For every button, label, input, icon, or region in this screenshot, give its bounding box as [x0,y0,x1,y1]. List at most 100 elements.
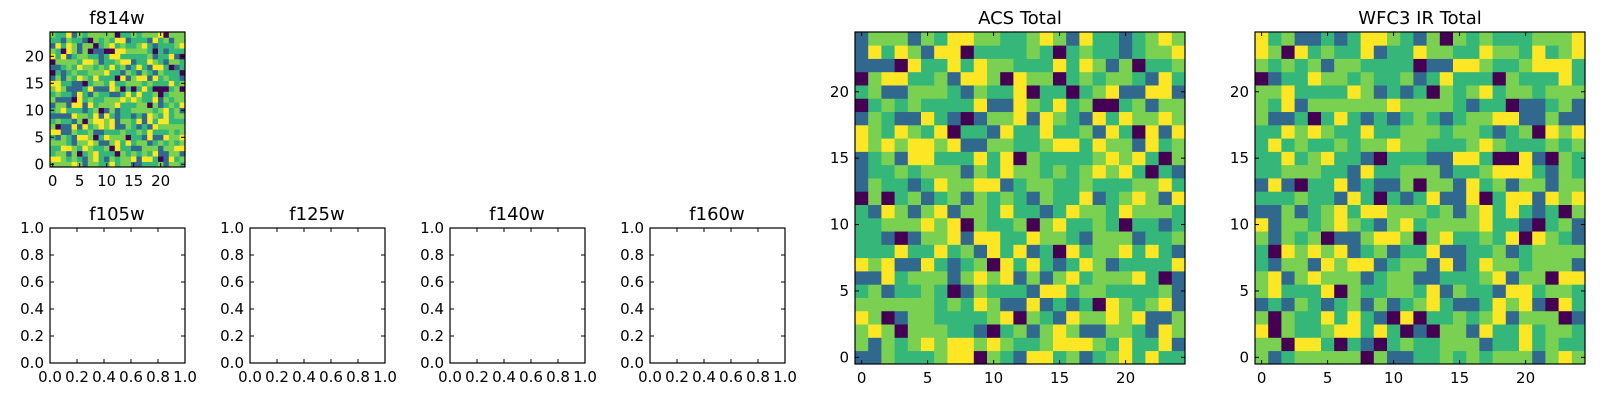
heatmap-cell [1092,271,1107,285]
heatmap-cell [1439,98,1454,113]
y-tick-label: 0.4 [420,300,444,318]
heatmap-cell [1294,45,1309,59]
heatmap-cell [50,145,56,152]
heatmap-cell [174,86,180,92]
heatmap-cell [179,37,186,44]
heatmap-cell [1171,271,1186,285]
heatmap-cell [120,48,126,54]
heatmap-cell [174,102,180,108]
heatmap-cell [1532,284,1546,298]
heatmap-cell [168,59,175,65]
heatmap-cell [868,32,882,46]
heatmap-cell [1571,98,1586,113]
x-tick-label: 5 [1323,369,1333,387]
heatmap-cell [960,310,975,325]
heatmap-cell [136,123,143,130]
heatmap-cell [868,138,882,152]
heatmap-cell [1519,85,1533,99]
heatmap-cell [1453,178,1467,192]
heatmap-cell [947,191,961,205]
heatmap-cell [1505,350,1520,365]
heatmap-cell [163,75,170,81]
heatmap-cell [1558,191,1573,205]
heatmap-cell [77,140,83,146]
heatmap-cell [120,150,126,157]
heatmap-cell [114,161,121,168]
heatmap-cell [1334,111,1348,126]
heatmap-cell [168,91,175,98]
panel-title-f105w: f105w [89,204,144,225]
heatmap-cell [1171,151,1186,166]
heatmap-cell [1158,151,1173,166]
heatmap-cell [1492,138,1507,152]
heatmap-cell [1000,164,1014,179]
heatmap-cell [1519,164,1533,179]
heatmap-cell [1307,284,1322,298]
heatmap-cell [1171,217,1186,232]
x-tick-label: 10 [984,369,1003,387]
heatmap-cell [1171,58,1186,73]
heatmap-cell [1105,178,1120,192]
heatmap-cell [66,156,72,162]
heatmap-cell [1360,32,1375,46]
heatmap-cell [868,58,882,73]
heatmap-cell [131,48,137,54]
heatmap-cell [973,231,988,245]
heatmap-cell [174,134,180,141]
heatmap-cell [921,284,935,298]
heatmap-cell [152,118,159,125]
heatmap-cell [1334,32,1348,46]
heatmap-cell [147,118,153,125]
heatmap-cell [1360,58,1375,73]
heatmap-cell [82,64,89,71]
heatmap-cell [93,75,99,81]
heatmap-cell [114,129,121,135]
heatmap-cell [987,178,1001,192]
heatmap-cell [934,45,948,59]
heatmap-cell [1571,85,1586,99]
heatmap-cell [1039,124,1054,139]
heatmap-cell [1158,324,1173,338]
heatmap-cell [868,85,882,99]
heatmap-cell [1268,32,1282,46]
heatmap-cell [1171,191,1186,205]
heatmap-cell [1026,164,1041,179]
heatmap-cell [104,53,110,60]
heatmap-cell [881,257,895,272]
heatmap-cell [855,284,869,298]
heatmap-cell [1373,324,1388,338]
heatmap-cell [55,113,62,119]
heatmap-cell [987,337,1001,352]
heatmap-cell [1105,98,1120,113]
heatmap-cell [1092,85,1107,99]
heatmap-cell [60,80,67,87]
heatmap-cell [1545,85,1559,99]
heatmap-cell [1413,178,1427,192]
heatmap-cell [855,138,869,152]
y-tick-label: 5 [1239,282,1249,300]
heatmap-cell [973,178,988,192]
heatmap-cell [1558,71,1573,86]
heatmap-cell [947,32,961,46]
heatmap-cell [131,64,137,71]
heatmap-cell [136,107,143,114]
heatmap-cell [1000,45,1014,59]
heatmap-cell [947,324,961,338]
heatmap-cell [1545,217,1559,232]
heatmap-cell [1158,71,1173,86]
heatmap-cell [1466,271,1480,285]
heatmap-cell [947,257,961,272]
heatmap-cell [179,113,186,119]
heatmap-cell [114,64,121,71]
heatmap-cell [1013,45,1027,59]
heatmap-cell [1092,164,1107,179]
ticks-f105w: 0.0 0.2 0.4 0.6 0.8 1.00.00.20.40.60.81.0 [20,219,197,386]
heatmap-cell [1387,85,1401,99]
x-tick-label: 1.0 [773,368,797,386]
heatmap-cell [1013,204,1027,219]
heatmap-cell [104,145,110,152]
heatmap-cell [125,161,132,168]
heatmap-cell [947,151,961,166]
heatmap-cell [1558,231,1573,245]
heatmap-cell [158,86,164,92]
